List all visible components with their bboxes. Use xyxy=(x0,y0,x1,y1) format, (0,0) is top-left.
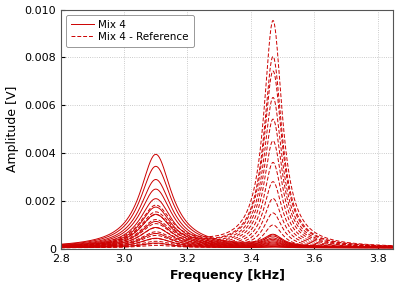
Mix 4 xyxy=(58,246,63,249)
Mix 4 - Reference xyxy=(391,246,396,249)
Line: Mix 4: Mix 4 xyxy=(61,243,393,248)
Line: Mix 4 - Reference: Mix 4 - Reference xyxy=(61,235,393,248)
Mix 4 - Reference xyxy=(270,233,275,236)
Mix 4 xyxy=(79,246,83,249)
Mix 4 - Reference xyxy=(311,245,316,249)
X-axis label: Frequency [kHz]: Frequency [kHz] xyxy=(170,270,284,283)
Mix 4 - Reference xyxy=(260,239,265,242)
Mix 4 - Reference xyxy=(251,243,256,246)
Mix 4 - Reference xyxy=(345,246,350,249)
Mix 4 xyxy=(153,241,158,245)
Legend: Mix 4, Mix 4 - Reference: Mix 4, Mix 4 - Reference xyxy=(66,15,194,47)
Mix 4 xyxy=(311,246,316,249)
Mix 4 - Reference xyxy=(79,246,83,249)
Y-axis label: Amplitude [V]: Amplitude [V] xyxy=(6,86,19,173)
Mix 4 - Reference xyxy=(271,233,275,236)
Mix 4 - Reference xyxy=(58,246,63,249)
Mix 4 xyxy=(391,246,396,249)
Mix 4 xyxy=(271,245,275,249)
Mix 4 xyxy=(261,246,265,249)
Mix 4 xyxy=(252,246,257,249)
Mix 4 xyxy=(345,246,350,249)
